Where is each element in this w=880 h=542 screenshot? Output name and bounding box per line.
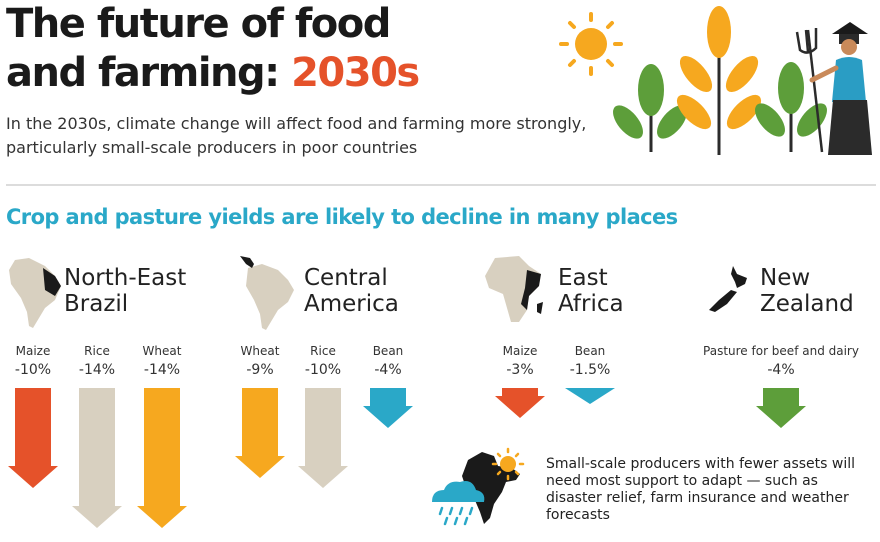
crop-label: Maize <box>15 344 51 358</box>
farming-illustration <box>559 6 872 155</box>
percent-label: -3% <box>506 362 534 378</box>
percent-label: -14% <box>143 362 181 378</box>
region-name-line2: Africa <box>558 291 624 317</box>
decline-arrow-4 <box>298 388 348 488</box>
page-title-line2: and farming: 2030s <box>6 50 420 96</box>
percent-label: -9% <box>246 362 274 378</box>
crop-label: Wheat <box>142 344 182 358</box>
farmer-icon <box>795 22 872 155</box>
rain-cloud-icon <box>432 481 485 526</box>
crop-label: Bean <box>574 344 606 358</box>
decline-arrow-7 <box>565 388 615 404</box>
yellow-plant-icon <box>676 6 762 155</box>
green-plant-left-icon <box>613 64 687 152</box>
sun-icon <box>559 12 623 76</box>
decline-arrow-3 <box>235 388 285 478</box>
region-north-east-brazil: North-East Brazil <box>64 265 186 317</box>
percent-label: -10% <box>14 362 52 378</box>
sun-icon <box>491 447 525 481</box>
region-name-line1: North-East <box>64 265 187 291</box>
decline-arrow-6 <box>495 388 545 418</box>
region-name-line2: Zealand <box>760 291 854 317</box>
south-america-map-icon <box>9 258 61 328</box>
decline-arrow-1 <box>72 388 122 528</box>
section-heading: Crop and pasture yields are likely to de… <box>6 205 678 229</box>
crop-label: Wheat <box>240 344 280 358</box>
crop-label: Maize <box>502 344 538 358</box>
title-prefix: and farming: <box>6 50 292 96</box>
region-name-line2: America <box>304 291 399 317</box>
header-divider <box>6 184 876 186</box>
region-east-africa: East Africa <box>558 265 624 317</box>
green-plant-right-icon <box>755 62 827 152</box>
new-zealand-map-icon <box>709 266 747 312</box>
note-text: Small-scale producers with fewer assets … <box>546 456 856 523</box>
region-central-america: Central America <box>304 265 399 317</box>
region-name-line1: East <box>558 265 608 291</box>
page-title-line1: The future of food <box>6 1 391 47</box>
crop-label: Rice <box>310 344 336 358</box>
region-name-line2: Brazil <box>64 291 129 317</box>
crop-label: Bean <box>372 344 404 358</box>
region-name-line1: Central <box>304 265 388 291</box>
decline-arrow-5 <box>363 388 413 428</box>
crop-label: Pasture for beef and dairy <box>703 344 859 358</box>
subtitle: In the 2030s, climate change will affect… <box>6 114 587 157</box>
decline-arrow-0 <box>8 388 58 488</box>
decline-arrow-8 <box>756 388 806 428</box>
crop-label: Rice <box>84 344 110 358</box>
percent-label: -4% <box>767 362 795 378</box>
central-america-map-icon <box>240 256 294 330</box>
note-illustration <box>432 447 525 526</box>
percent-label: -10% <box>304 362 342 378</box>
title-highlight: 2030s <box>291 50 420 96</box>
percent-label: -1.5% <box>569 362 611 378</box>
percent-label: -4% <box>374 362 402 378</box>
region-name-line1: New <box>760 265 811 291</box>
percent-label: -14% <box>78 362 116 378</box>
decline-arrow-2 <box>137 388 187 528</box>
africa-map-icon <box>485 256 543 322</box>
region-new-zealand: New Zealand <box>760 265 854 317</box>
